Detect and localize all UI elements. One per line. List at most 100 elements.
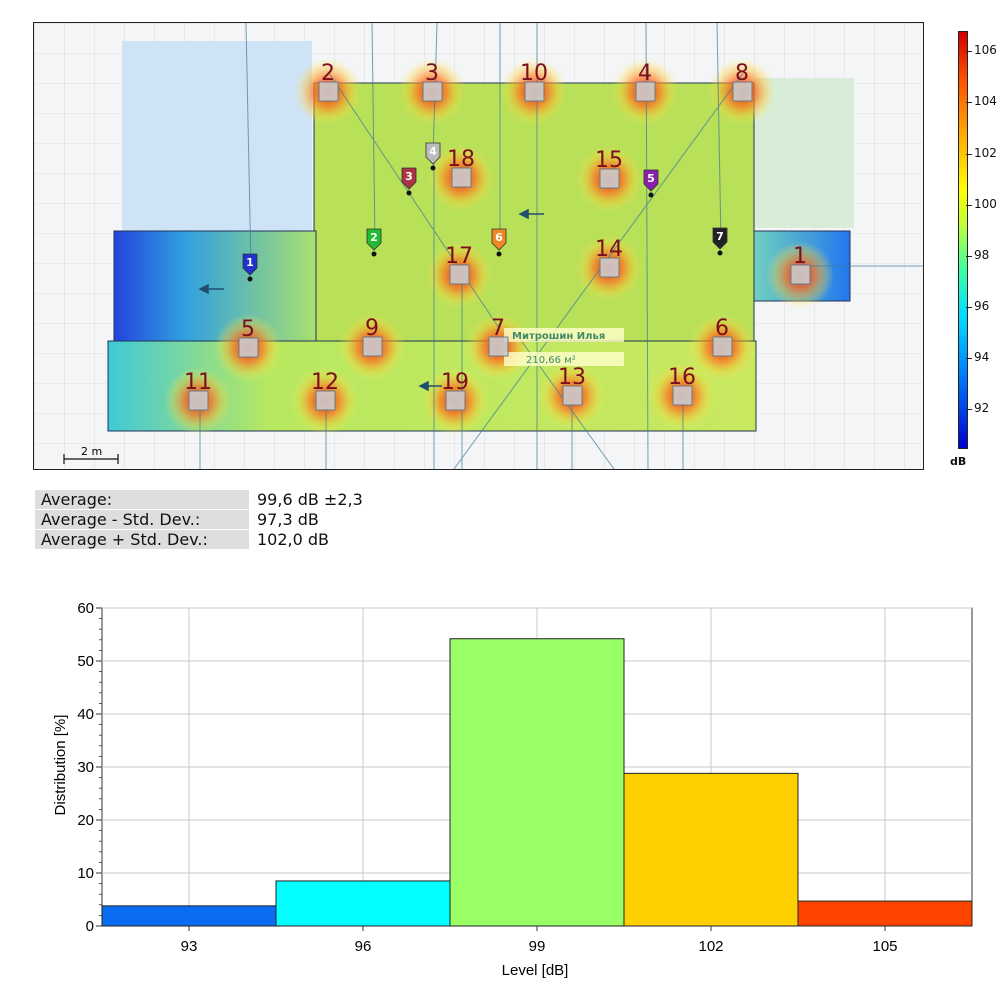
ap-label: 10: [520, 61, 548, 86]
access-point-16[interactable]: 16: [668, 365, 696, 406]
ap-box: [732, 81, 753, 102]
ap-box: [599, 257, 620, 278]
x-axis-label: Level [dB]: [502, 962, 569, 979]
access-point-2[interactable]: 2: [318, 61, 339, 102]
y-tick-label: 30: [77, 759, 94, 776]
bar-105: [797, 900, 973, 927]
y-tick-label: 20: [77, 812, 94, 829]
x-tick-label: 93: [181, 938, 198, 955]
ap-box: [524, 81, 545, 102]
ap-label: 14: [595, 237, 623, 262]
client-label: 2: [370, 231, 378, 244]
client-dot: [430, 165, 436, 171]
y-tick-label: 10: [77, 865, 94, 882]
ap-box: [445, 390, 466, 411]
client-dot: [717, 250, 723, 256]
heatmap-panel: 2 m Митрошин Илья 210,66 м² 1 2 3 4 5 6 7 8 9 10 1…: [33, 22, 924, 470]
ap-label: 12: [311, 370, 339, 395]
ap-box: [451, 167, 472, 188]
client-pin: [401, 167, 417, 190]
colorbar-tick: [966, 255, 972, 257]
client-label: 5: [647, 172, 655, 185]
client-markers: 1 2 3 4 5 6 7: [242, 142, 728, 282]
colorbar-tick-label: 94: [974, 349, 990, 364]
client-pin: [643, 169, 659, 192]
access-point-10[interactable]: 10: [520, 61, 548, 102]
stat-row: Average + Std. Dev.: 102,0 dB: [35, 530, 363, 549]
colorbar-tick-label: 100: [974, 196, 997, 211]
client-label: 1: [246, 256, 254, 269]
client-label: 6: [495, 231, 503, 244]
ap-label: 13: [558, 365, 586, 390]
client-marker-5[interactable]: 5: [643, 169, 659, 198]
access-point-4[interactable]: 4: [635, 61, 656, 102]
colorbar-tick: [966, 306, 972, 308]
ap-label: 4: [638, 61, 652, 86]
ap-box: [362, 336, 383, 357]
direction-arrows: [198, 208, 544, 392]
client-dot: [371, 251, 377, 257]
ap-box: [672, 385, 693, 406]
ap-box: [188, 390, 209, 411]
client-marker-1[interactable]: 1: [242, 253, 258, 282]
ap-label: 5: [241, 317, 255, 342]
bar-93: [101, 905, 277, 927]
access-point-14[interactable]: 14: [595, 237, 623, 278]
ap-box: [449, 264, 470, 285]
client-marker-7[interactable]: 7: [712, 227, 728, 256]
client-pin: [366, 228, 382, 251]
access-point-18[interactable]: 18: [447, 147, 475, 188]
access-point-3[interactable]: 3: [422, 61, 443, 102]
bar-96: [275, 880, 451, 927]
stat-value: 97,3 dB: [257, 510, 319, 529]
client-pin: [491, 228, 507, 251]
access-point-9[interactable]: 9: [362, 316, 383, 357]
access-point-15[interactable]: 15: [595, 148, 623, 189]
client-dot: [406, 190, 412, 196]
ap-box: [315, 390, 336, 411]
client-marker-2[interactable]: 2: [366, 228, 382, 257]
client-marker-6[interactable]: 6: [491, 228, 507, 257]
access-point-11[interactable]: 11: [184, 370, 212, 411]
colorbar-tick: [966, 357, 972, 359]
client-pin: [242, 253, 258, 276]
access-point-1[interactable]: 1: [790, 244, 811, 285]
ap-box: [790, 264, 811, 285]
colorbar-tick: [966, 102, 972, 104]
y-tick-label: 0: [86, 918, 94, 935]
access-point-5[interactable]: 5: [238, 317, 259, 358]
client-label: 4: [429, 145, 437, 158]
colorbar-tick-label: 102: [974, 145, 997, 160]
access-point-17[interactable]: 17: [445, 244, 473, 285]
colorbar-tick-label: 104: [974, 94, 997, 109]
y-tick-label: 50: [77, 653, 94, 670]
heatmap-floorplan: 2 m Митрошин Илья 210,66 м² 12 3 45 6789101…: [34, 23, 923, 469]
stat-label: Average + Std. Dev.:: [35, 530, 249, 549]
access-point-6[interactable]: 6: [712, 316, 733, 357]
access-point-12[interactable]: 12: [311, 370, 339, 411]
client-marker-3[interactable]: 3: [401, 167, 417, 196]
ap-box: [635, 81, 656, 102]
ap-label: 19: [441, 370, 469, 395]
access-point-8[interactable]: 8: [732, 61, 753, 102]
ap-label: 18: [447, 147, 475, 172]
x-tick-label: 102: [698, 938, 723, 955]
bar-99: [449, 638, 625, 927]
ap-label: 9: [365, 316, 379, 341]
ap-label: 7: [491, 316, 505, 341]
access-point-13[interactable]: 13: [558, 365, 586, 406]
stats-table: Average: 99,6 dB ±2,3 Average - Std. Dev.:…: [35, 490, 363, 550]
ap-label: 15: [595, 148, 623, 173]
access-point-19[interactable]: 19: [441, 370, 469, 411]
client-marker-4[interactable]: 4: [425, 142, 441, 171]
colorbar-tick: [966, 204, 972, 206]
stat-value: 102,0 dB: [257, 530, 330, 549]
y-tick-label: 60: [77, 600, 94, 617]
stat-label: Average - Std. Dev.:: [35, 510, 249, 529]
x-tick-label: 96: [355, 938, 372, 955]
colorbar-tick-label: 98: [974, 247, 990, 262]
access-point-7[interactable]: 7: [488, 316, 509, 357]
x-tick-label: 99: [529, 938, 546, 955]
client-label: 7: [716, 230, 724, 243]
ap-box: [318, 81, 339, 102]
